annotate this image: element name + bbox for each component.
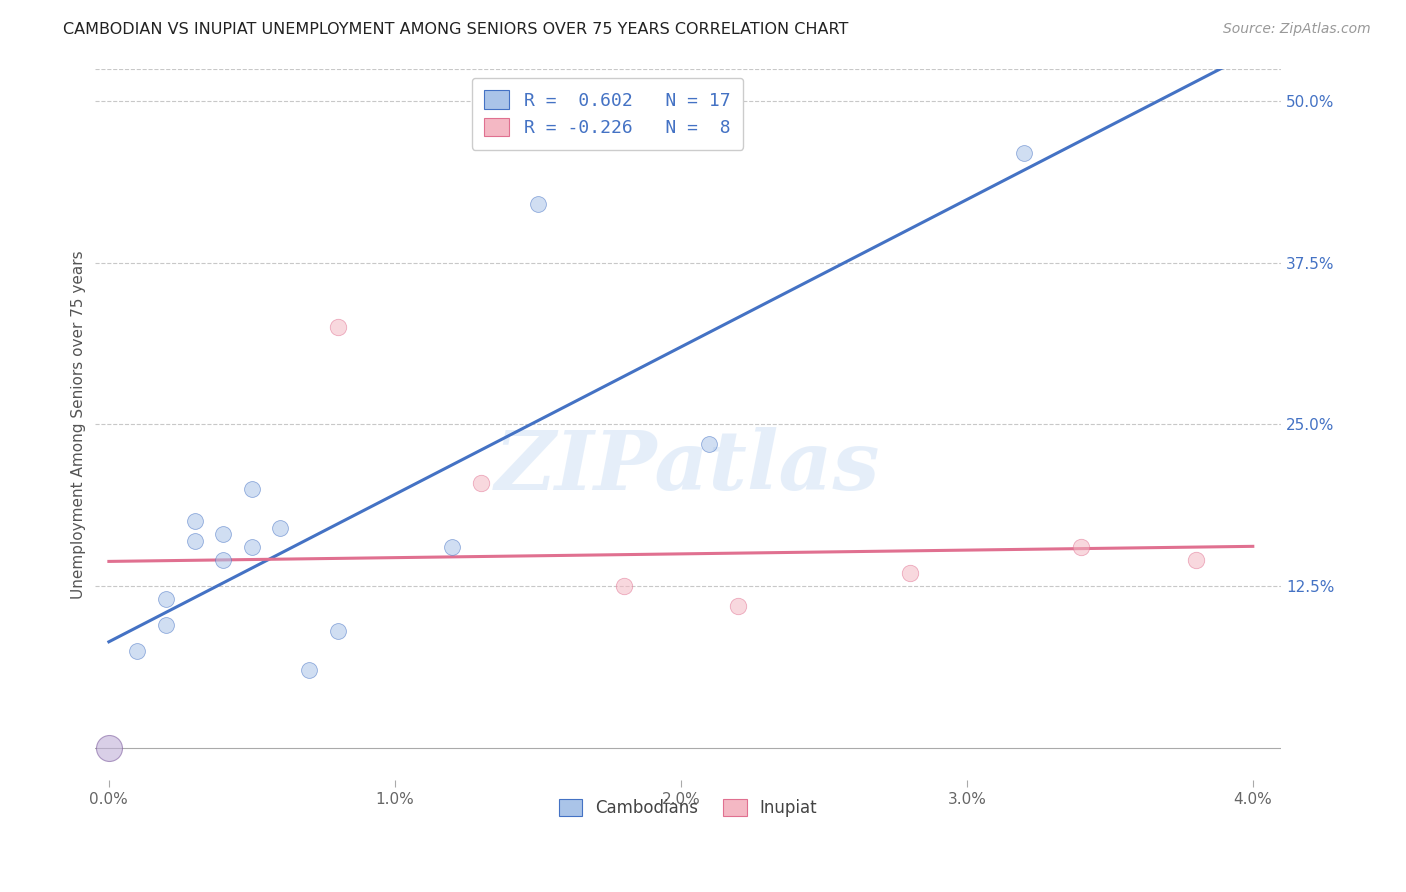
- Point: [212, 527, 235, 541]
- Point: [1070, 541, 1092, 555]
- Point: [470, 475, 492, 490]
- Point: [155, 618, 177, 632]
- Point: [1012, 145, 1035, 160]
- Point: [727, 599, 749, 613]
- Point: [127, 644, 149, 658]
- Point: [527, 197, 550, 211]
- Point: [1184, 553, 1206, 567]
- Point: [240, 541, 263, 555]
- Point: [240, 482, 263, 496]
- Point: [326, 320, 349, 334]
- Point: [699, 437, 721, 451]
- Point: [155, 592, 177, 607]
- Point: [183, 533, 205, 548]
- Point: [269, 521, 291, 535]
- Point: [613, 579, 636, 593]
- Point: [97, 741, 120, 756]
- Y-axis label: Unemployment Among Seniors over 75 years: Unemployment Among Seniors over 75 years: [72, 250, 86, 599]
- Point: [326, 624, 349, 639]
- Point: [212, 553, 235, 567]
- Text: Source: ZipAtlas.com: Source: ZipAtlas.com: [1223, 22, 1371, 37]
- Text: ZIPatlas: ZIPatlas: [495, 427, 880, 508]
- Point: [298, 663, 321, 677]
- Point: [441, 541, 464, 555]
- Text: CAMBODIAN VS INUPIAT UNEMPLOYMENT AMONG SENIORS OVER 75 YEARS CORRELATION CHART: CAMBODIAN VS INUPIAT UNEMPLOYMENT AMONG …: [63, 22, 849, 37]
- Point: [898, 566, 921, 581]
- Legend: Cambodians, Inupiat: Cambodians, Inupiat: [550, 790, 825, 825]
- Point: [183, 515, 205, 529]
